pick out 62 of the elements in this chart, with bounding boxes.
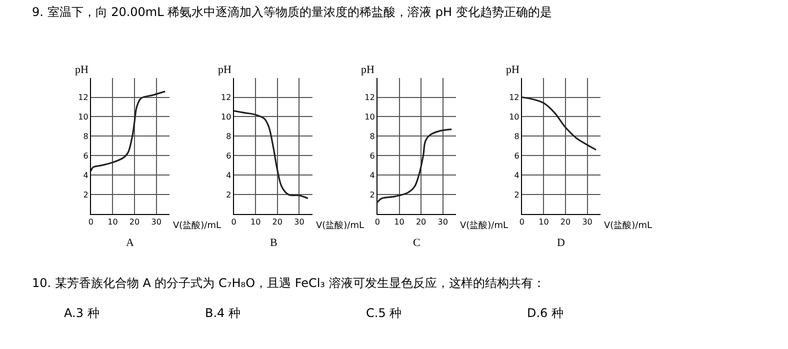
y-axis-title: pH bbox=[218, 64, 232, 76]
y-tick-label: 4 bbox=[370, 170, 375, 180]
y-axis-title: pH bbox=[506, 64, 520, 76]
x-tick-label: 0 bbox=[519, 218, 524, 227]
text: 9. 室温下，向 20.00mL 稀氨水中逐滴加入等物质的量浓度的稀盐酸，溶液 pH 变化趋势正确的是 bbox=[32, 5, 552, 19]
y-axis-title: pH bbox=[361, 64, 374, 76]
x-tick-label: 10 bbox=[250, 218, 261, 227]
text: B.4 种 bbox=[205, 306, 240, 320]
x-tick-label: 30 bbox=[438, 218, 448, 227]
x-axis-title: V(盐酸)/mL bbox=[173, 220, 221, 231]
x-axis-title: V(盐酸)/mL bbox=[604, 220, 652, 231]
text: C.5 种 bbox=[366, 306, 402, 320]
y-tick-label: 12 bbox=[78, 93, 88, 102]
x-tick-label: 20 bbox=[272, 218, 282, 227]
line-series bbox=[522, 96, 597, 151]
y-tick-label: 4 bbox=[514, 170, 520, 180]
y-tick-label: 4 bbox=[226, 170, 232, 180]
x-tick-label: 0 bbox=[88, 218, 94, 227]
y-tick-label: 10 bbox=[509, 112, 520, 122]
x-axis-title: V(盐酸)/mL bbox=[316, 220, 364, 231]
text: A bbox=[126, 237, 134, 249]
x-tick-label: 30 bbox=[582, 218, 592, 227]
line-series bbox=[90, 90, 166, 172]
text: 10. 某芳香族化合物 A 的分子式为 C₇H₈O，且遇 FeCl₃ 溶液可发生显色反应，这样的结构共有： bbox=[32, 276, 545, 290]
y-tick-label: 12 bbox=[364, 93, 375, 102]
y-tick-label: 2 bbox=[514, 190, 520, 200]
x-tick-label: 30 bbox=[294, 218, 304, 227]
x-tick-label: 10 bbox=[538, 218, 549, 227]
y-tick-label: 6 bbox=[226, 151, 232, 160]
y-tick-label: 2 bbox=[370, 190, 375, 200]
x-tick-label: 20 bbox=[560, 218, 571, 227]
y-tick-label: 6 bbox=[83, 151, 88, 160]
y-tick-label: 6 bbox=[370, 151, 375, 160]
x-tick-label: 0 bbox=[231, 218, 236, 227]
text: A.3 种 bbox=[64, 306, 100, 320]
text: D bbox=[557, 237, 565, 249]
text: B bbox=[270, 237, 278, 249]
text: D.6 种 bbox=[527, 306, 564, 320]
y-tick-label: 2 bbox=[83, 190, 88, 200]
line-series bbox=[234, 110, 309, 200]
line-series bbox=[377, 128, 452, 204]
y-tick-label: 6 bbox=[514, 151, 520, 160]
x-tick-label: 20 bbox=[416, 218, 426, 227]
y-tick-label: 8 bbox=[514, 132, 520, 141]
y-tick-label: 12 bbox=[221, 93, 232, 102]
y-tick-label: 10 bbox=[221, 112, 232, 122]
y-tick-label: 10 bbox=[78, 112, 88, 122]
x-tick-label: 20 bbox=[129, 218, 140, 227]
x-axis-title: V(盐酸)/mL bbox=[460, 220, 508, 231]
y-tick-label: 8 bbox=[226, 132, 232, 141]
y-tick-label: 8 bbox=[83, 132, 88, 141]
y-tick-label: 4 bbox=[83, 170, 88, 180]
x-tick-label: 30 bbox=[151, 218, 162, 227]
y-axis-title: pH bbox=[75, 64, 88, 76]
y-tick-label: 10 bbox=[364, 112, 375, 122]
y-tick-label: 2 bbox=[226, 190, 232, 200]
x-tick-label: 10 bbox=[108, 218, 118, 227]
y-tick-label: 8 bbox=[370, 132, 375, 141]
y-tick-label: 12 bbox=[509, 93, 520, 102]
x-tick-label: 10 bbox=[394, 218, 404, 227]
x-tick-label: 0 bbox=[374, 218, 380, 227]
text: C bbox=[413, 237, 420, 249]
